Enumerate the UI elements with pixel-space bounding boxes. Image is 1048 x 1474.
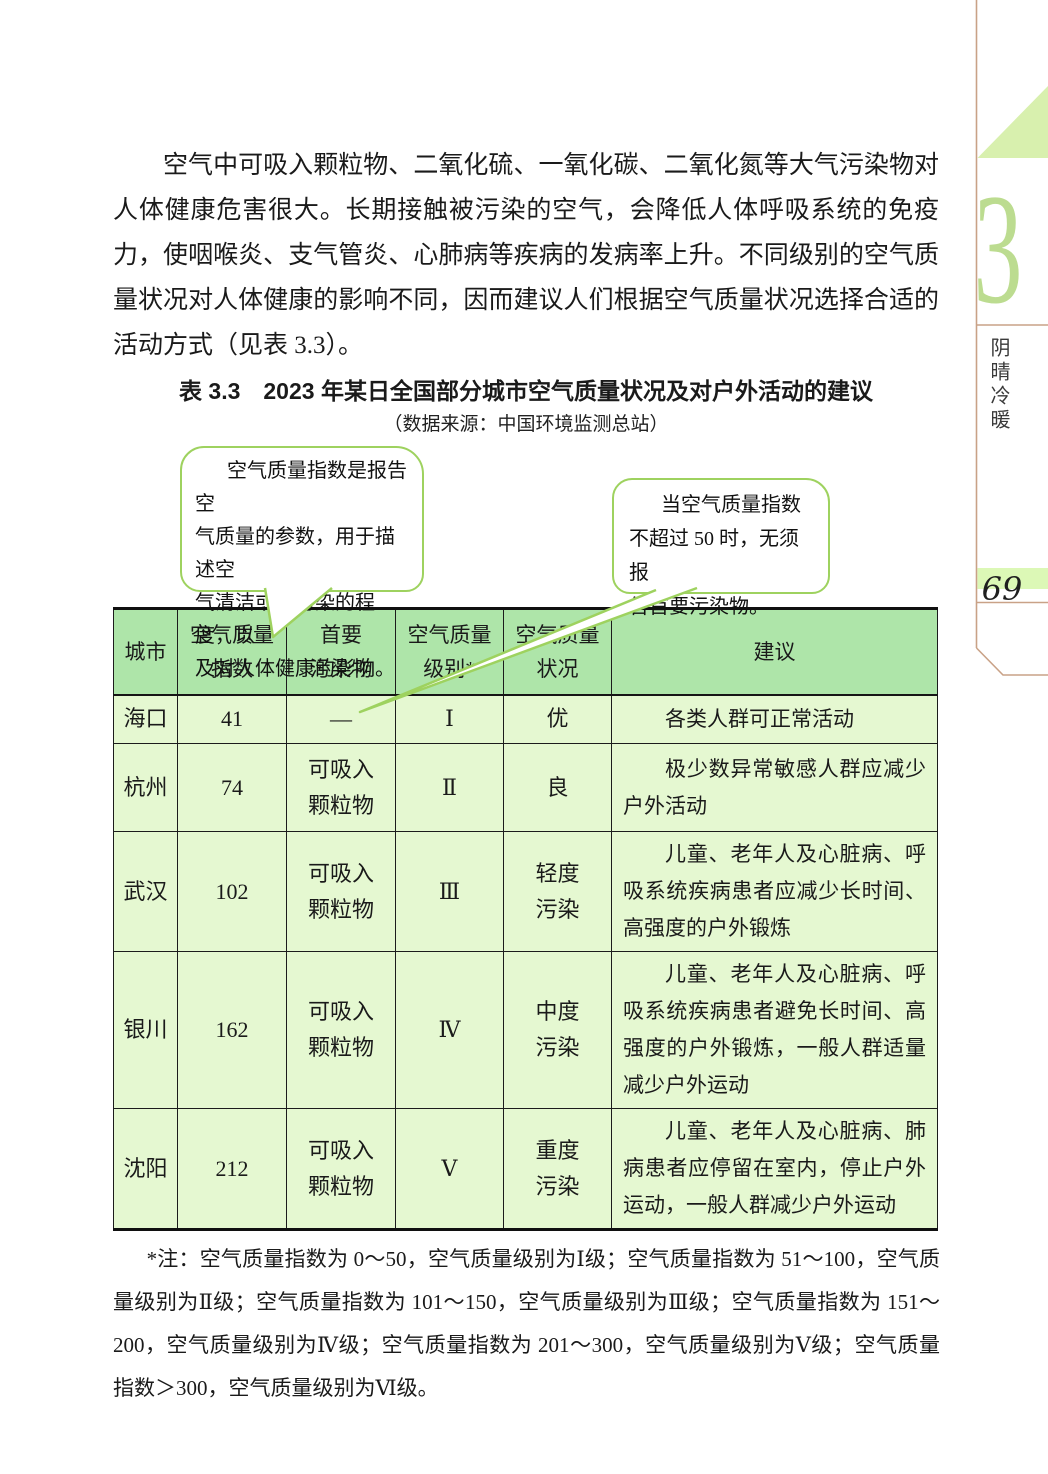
cell-level: Ⅳ: [395, 951, 504, 1109]
cell-city: 杭州: [113, 743, 178, 832]
cell-status: 优: [503, 694, 612, 744]
intro-paragraph: 空气中可吸入颗粒物、二氧化硫、一氧化碳、二氧化氮等大气污染物对人体健康危害很大。…: [113, 152, 939, 359]
cell-status: 轻度 污染: [503, 831, 612, 952]
cell-advice: 极少数异常敏感人群应减少户外活动: [611, 743, 938, 832]
cell-pollutant: 可吸入 颗粒物: [286, 743, 396, 832]
cell-status: 良: [503, 743, 612, 832]
cell-aqi: 102: [177, 831, 287, 952]
callout-no-pollutant-note: 当空气质量指数 不超过 50 时，无须报 告首要污染物。: [612, 478, 830, 618]
cell-level: Ⅴ: [395, 1108, 504, 1230]
cell-city: 海口: [113, 694, 178, 744]
cell-status: 中度 污染: [503, 951, 612, 1109]
cell-advice: 儿童、老年人及心脏病、肺病患者应停留在室内，停止户外运动，一般人群减少户外运动: [611, 1108, 938, 1230]
aqi-table: 城市 空气质量 指数 首要 污染物 空气质量 级别* 空气质量 状况 建议 海口…: [113, 607, 938, 1231]
cell-pollutant: 可吸入 颗粒物: [286, 831, 396, 952]
cell-city: 银川: [113, 951, 178, 1109]
cell-aqi: 212: [177, 1108, 287, 1230]
chapter-number: 3: [974, 163, 1023, 337]
cell-level: Ⅰ: [395, 694, 504, 744]
cell-aqi: 41: [177, 694, 287, 744]
table-title: 表 3.3 2023 年某日全国部分城市空气质量状况及对户外活动的建议: [179, 378, 873, 404]
chapter-tab-label: 阴晴冷暖: [987, 337, 1009, 433]
col-header-status: 空气质量 状况: [503, 608, 612, 696]
cell-advice: 儿童、老年人及心脏病、呼吸系统疾病患者避免长时间、高强度的户外锻炼，一般人群适量…: [611, 951, 938, 1109]
page-number-band: [977, 568, 1048, 589]
cell-pollutant: 可吸入 颗粒物: [286, 1108, 396, 1230]
callout-no-pollutant-note-text: 当空气质量指数 不超过 50 时，无须报 告首要污染物。: [629, 494, 801, 618]
table-row-haikou: 海口 41 — Ⅰ 优 各类人群可正常活动: [113, 694, 938, 744]
cell-aqi: 74: [177, 743, 287, 832]
cell-pollutant: 可吸入 颗粒物: [286, 951, 396, 1109]
cell-city: 武汉: [113, 831, 178, 952]
col-header-city: 城市: [113, 608, 178, 696]
page-number: 69: [982, 570, 1023, 608]
cell-level: Ⅱ: [395, 743, 504, 832]
corner-triangle-icon: [977, 86, 1048, 158]
cell-pollutant: —: [286, 694, 396, 744]
table-row-hangzhou: 杭州 74 可吸入 颗粒物 Ⅱ 良 极少数异常敏感人群应减少户外活动: [113, 743, 938, 832]
table-row-yinchuan: 银川 162 可吸入 颗粒物 Ⅳ 中度 污染 儿童、老年人及心脏病、呼吸系统疾病…: [113, 951, 938, 1109]
cell-advice: 儿童、老年人及心脏病、呼吸系统疾病患者应减少长时间、高强度的户外锻炼: [611, 831, 938, 952]
callout-aqi-definition: 空气质量指数是报告空 气质量的参数，用于描述空 气清洁或者污染的程度，以 及对人…: [180, 446, 424, 680]
cell-advice: 各类人群可正常活动: [611, 694, 938, 744]
table-footnote: *注：空气质量指数为 0～50，空气质量级别为Ⅰ级；空气质量指数为 51～100…: [113, 1247, 940, 1400]
page-corner-fold: [975, 647, 1048, 676]
table-row-shenyang: 沈阳 212 可吸入 颗粒物 Ⅴ 重度 污染 儿童、老年人及心脏病、肺病患者应停…: [113, 1108, 938, 1230]
cell-aqi: 162: [177, 951, 287, 1109]
cell-status: 重度 污染: [503, 1108, 612, 1230]
table-source: （数据来源：中国环境监测总站）: [383, 414, 669, 435]
sidebar-frame: 3 69: [974, 0, 1048, 676]
cell-city: 沈阳: [113, 1108, 178, 1230]
cell-level: Ⅲ: [395, 831, 504, 952]
table-row-wuhan: 武汉 102 可吸入 颗粒物 Ⅲ 轻度 污染 儿童、老年人及心脏病、呼吸系统疾病…: [113, 831, 938, 952]
callout-aqi-definition-text: 空气质量指数是报告空 气质量的参数，用于描述空 气清洁或者污染的程度，以 及对人…: [195, 460, 407, 680]
